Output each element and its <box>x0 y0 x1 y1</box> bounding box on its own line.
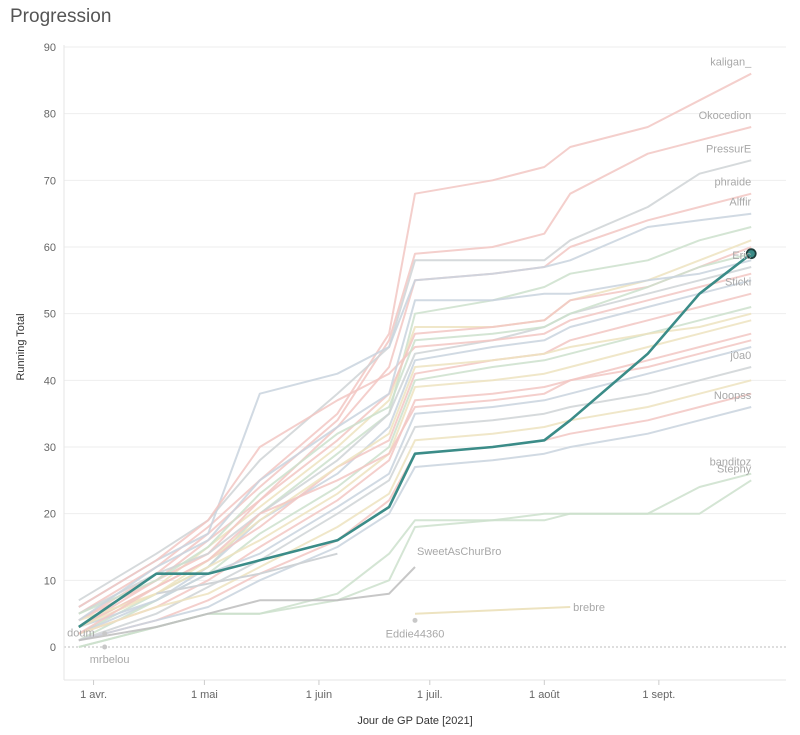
series-lines <box>78 72 752 650</box>
series-end-label: Okocedion <box>699 110 752 122</box>
series-point <box>102 644 108 650</box>
y-tick-label: 50 <box>44 309 56 321</box>
x-tick-label: 1 août <box>529 689 560 701</box>
x-tick-label: 1 juil. <box>417 689 443 701</box>
y-tick-label: 90 <box>44 42 56 54</box>
point-label: Eddie44360 <box>386 628 445 640</box>
series-line <box>78 72 752 615</box>
series-end-label: banditoz <box>710 457 752 469</box>
series-end-label: Noopss <box>714 390 752 402</box>
x-tick-label: 1 mai <box>191 689 218 701</box>
series-line <box>78 406 752 642</box>
series-end-label: j0a0 <box>729 350 751 362</box>
x-tick-label: 1 juin <box>306 689 332 701</box>
series-end-labels: kaligan_ Okocedion PressurE phraide Alffir Er… <box>67 57 752 666</box>
highlighted-series-line <box>78 252 752 629</box>
series-line <box>156 552 338 595</box>
y-tick-label: 0 <box>50 642 56 654</box>
y-tick-label: 40 <box>44 375 56 387</box>
y-tick-label: 20 <box>44 509 56 521</box>
series-end-label: kaligan_ <box>710 57 752 69</box>
series-line <box>78 332 752 635</box>
series-line <box>78 319 752 622</box>
y-tick-label: 60 <box>44 242 56 254</box>
series-line <box>414 606 571 615</box>
x-tick-label: 1 avr. <box>80 689 107 701</box>
series-point <box>412 617 418 623</box>
chart-title: Progression <box>10 6 112 27</box>
series-line <box>78 272 752 608</box>
series-line <box>78 259 752 622</box>
series-end-label: Stephy <box>717 463 752 475</box>
series-end-label: PressurE <box>706 143 751 155</box>
series-point <box>102 631 108 637</box>
series-end-label: Alffir <box>729 197 751 209</box>
series-line <box>78 212 752 608</box>
y-tick-label: 10 <box>44 575 56 587</box>
series-line <box>78 379 752 635</box>
x-tick-label: 1 sept. <box>642 689 675 701</box>
series-line <box>78 266 752 615</box>
highlighted-series <box>78 248 757 629</box>
y-tick-label: 70 <box>44 175 56 187</box>
series-line <box>78 366 752 642</box>
x-axis-title: Jour de GP Date [2021] <box>357 715 472 727</box>
axes: 0 10 20 30 40 50 60 70 80 90 1 avr. 1 mai 1 juin 1 ju… <box>15 42 786 727</box>
series-line <box>78 252 752 615</box>
point-label: doum <box>67 628 95 640</box>
y-tick-label: 80 <box>44 109 56 121</box>
point-label: mrbelou <box>90 654 130 666</box>
series-end-label: phraide <box>715 177 752 189</box>
series-line <box>78 392 752 642</box>
highlighted-series-end-marker <box>745 248 757 260</box>
series-line <box>78 292 752 628</box>
series-line <box>78 566 416 642</box>
series-end-label: Sticki <box>725 277 751 289</box>
series-end-label: Eric <box>732 250 751 262</box>
series-end-label: SweetAsChurBro <box>417 546 501 558</box>
y-tick-label: 30 <box>44 442 56 454</box>
series-line <box>78 306 752 642</box>
y-axis-title: Running Total <box>15 313 27 380</box>
series-end-label: brebre <box>573 602 605 614</box>
series-line <box>78 339 752 635</box>
